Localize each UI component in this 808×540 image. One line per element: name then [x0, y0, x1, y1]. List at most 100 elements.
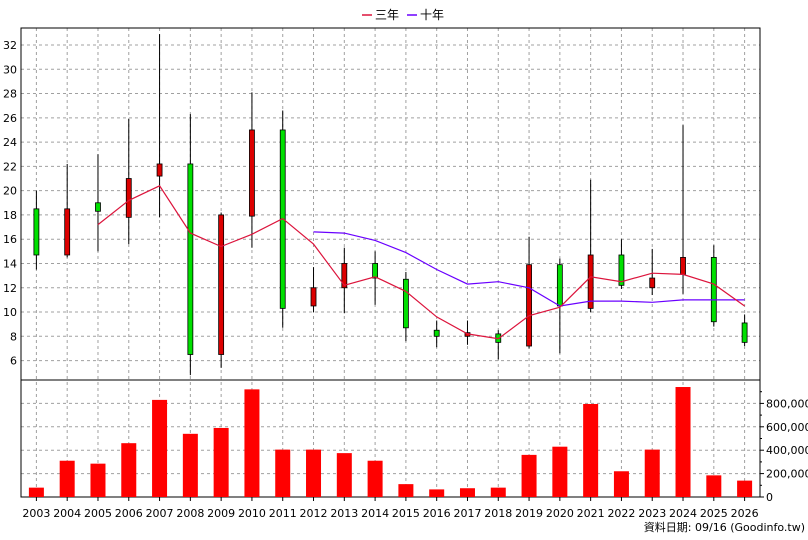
price-panel-frame	[20, 27, 761, 381]
volume-tick-label: 800,000	[766, 397, 808, 410]
volume-bar	[613, 471, 629, 497]
candle-body	[187, 163, 194, 355]
volume-bar	[182, 433, 198, 497]
chart-legend: 三年 十年	[362, 8, 444, 22]
candle-body	[587, 254, 594, 309]
x-tick-label: 2019	[515, 507, 543, 520]
x-tick-label: 2023	[638, 507, 666, 520]
candle-body	[33, 208, 40, 256]
price-tick-label: 16	[3, 233, 17, 246]
x-tick-label: 2012	[300, 507, 328, 520]
moving-averages	[97, 185, 745, 340]
x-tick-label: 2006	[115, 507, 143, 520]
x-tick-label: 2016	[423, 507, 451, 520]
price-tick-label: 18	[3, 209, 17, 222]
x-tick-label: 2025	[700, 507, 728, 520]
x-tick-label: 2010	[238, 507, 266, 520]
x-tick-label: 2022	[607, 507, 635, 520]
candle-body	[741, 322, 748, 343]
candle-body	[526, 264, 532, 347]
x-tick-label: 2004	[53, 507, 81, 520]
volume-bar	[521, 454, 537, 497]
volume-bar	[306, 449, 322, 497]
price-tick-label: 8	[10, 330, 17, 343]
volume-bar	[152, 399, 168, 497]
candle-body	[372, 263, 379, 279]
volume-bar	[675, 387, 691, 497]
volume-tick-label: 0	[766, 491, 773, 504]
candle-body	[556, 264, 563, 307]
volume-bar	[490, 487, 506, 497]
volume-tick-label: 200,000	[766, 468, 808, 481]
price-axis: 6 8 10 12 14 16 18 20 22 24 26 28 30 32	[3, 39, 17, 368]
x-tick-label: 2020	[546, 507, 574, 520]
price-tick-label: 22	[3, 160, 17, 173]
x-tick-label: 2026	[731, 507, 759, 520]
candle-body	[618, 254, 625, 286]
candle-body	[341, 263, 348, 289]
candle-body	[156, 163, 163, 177]
volume-bar	[275, 449, 291, 497]
candle-body	[680, 257, 686, 275]
volume-bar	[398, 484, 414, 497]
volume-bar	[336, 453, 352, 497]
volume-bar	[121, 443, 137, 497]
x-tick-label: 2005	[84, 507, 112, 520]
volume-tick-label: 600,000	[766, 421, 808, 434]
x-tick-label: 2017	[453, 507, 481, 520]
candle-body	[95, 202, 101, 212]
volume-bar	[213, 427, 229, 497]
candle-body	[310, 287, 317, 307]
x-tick-label: 2024	[669, 507, 697, 520]
candle-body	[218, 214, 225, 355]
x-axis: 2003 2004 2005 2006 2007 2008 2009 2010 2011 2012…	[22, 497, 759, 520]
source-note: 資料日期: 09/16 (Goodinfo.tw)	[644, 520, 805, 534]
x-tick-label: 2011	[269, 507, 297, 520]
volume-bar	[28, 487, 44, 497]
price-tick-label: 10	[3, 306, 17, 319]
x-tick-label: 2007	[146, 507, 174, 520]
x-tick-label: 2009	[207, 507, 235, 520]
price-tick-label: 30	[3, 63, 17, 76]
ma10-line	[313, 231, 745, 307]
candles	[33, 34, 748, 376]
candle-body	[649, 277, 656, 289]
price-tick-label: 20	[3, 185, 17, 198]
candle-body	[402, 278, 409, 329]
volume-bars	[28, 387, 753, 497]
price-tick-label: 14	[3, 257, 17, 270]
price-tick-label: 6	[10, 355, 17, 368]
x-tick-label: 2015	[392, 507, 420, 520]
x-tick-label: 2008	[176, 507, 204, 520]
ma3-line	[97, 185, 745, 340]
price-tick-label: 26	[3, 112, 17, 125]
grid	[21, 28, 760, 498]
price-tick-label: 12	[3, 282, 17, 295]
volume-bar	[367, 460, 383, 497]
price-tick-label: 28	[3, 88, 17, 101]
candle-body	[710, 257, 717, 323]
price-tick-label: 32	[3, 39, 17, 52]
x-tick-label: 2013	[330, 507, 358, 520]
volume-bar	[90, 463, 106, 497]
price-tick-label: 24	[3, 136, 17, 149]
legend-ma3-label: 三年	[375, 8, 399, 22]
candle-body	[433, 329, 440, 337]
legend-ma10-label: 十年	[420, 8, 444, 22]
volume-bar	[583, 403, 599, 497]
x-tick-label: 2003	[22, 507, 50, 520]
candle-body	[249, 129, 255, 217]
volume-bar	[459, 488, 475, 497]
volume-tick-label: 400,000	[766, 444, 808, 457]
volume-bar	[737, 480, 753, 497]
x-tick-label: 2021	[577, 507, 605, 520]
volume-bar	[644, 449, 660, 497]
volume-bar	[706, 475, 722, 497]
x-tick-label: 2018	[484, 507, 512, 520]
volume-bar	[59, 460, 75, 497]
candle-body	[125, 178, 132, 218]
volume-bar	[244, 389, 260, 497]
volume-bar	[552, 446, 568, 497]
volume-axis: 0 200,000 400,000 600,000 800,000	[760, 391, 808, 504]
